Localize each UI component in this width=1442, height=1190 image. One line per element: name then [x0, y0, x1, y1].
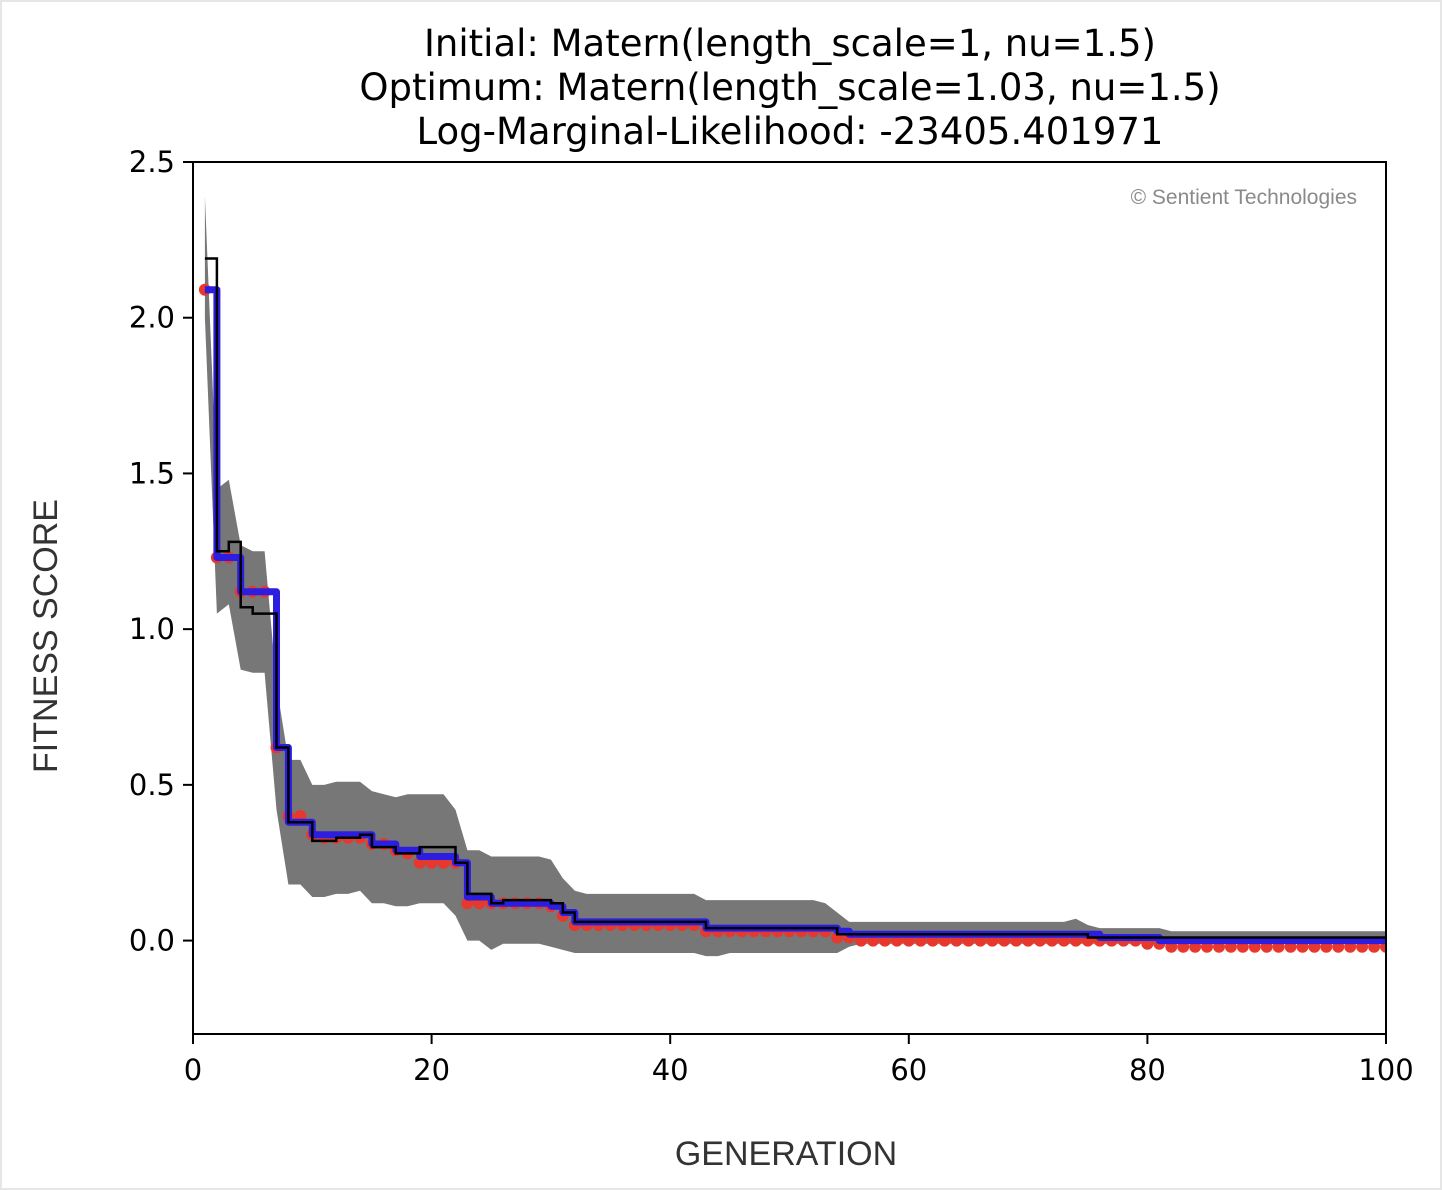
uncertainty-band — [204, 196, 1386, 957]
y-tick-label: 1.5 — [129, 456, 175, 490]
y-tick-label: 2.0 — [129, 301, 175, 335]
sample-line — [204, 257, 1386, 939]
chart-title: Initial: Matern(length_scale=1, nu=1.5) … — [359, 22, 1220, 153]
plot-area-border — [192, 161, 1387, 1035]
y-tick-label: 0.0 — [129, 924, 175, 958]
y-tick-label: 1.0 — [129, 612, 175, 646]
x-tick-label: 60 — [890, 1053, 927, 1087]
x-tick-label: 0 — [184, 1053, 202, 1087]
x-axis-ticks: 0 20 40 60 80 100 — [184, 1034, 1414, 1087]
x-tick-label: 100 — [1358, 1053, 1413, 1087]
y-tick-label: 2.5 — [129, 145, 175, 179]
y-axis-label: FITNESS SCORE — [27, 499, 65, 773]
plot-content — [198, 196, 1386, 957]
predicted-mean-line — [204, 286, 1386, 945]
title-line-3: Log-Marginal-Likelihood: -23405.401971 — [417, 110, 1164, 153]
title-line-2: Optimum: Matern(length_scale=1.03, nu=1.… — [359, 66, 1220, 109]
x-tick-label: 40 — [652, 1053, 689, 1087]
x-axis-label: GENERATION — [675, 1135, 897, 1173]
y-axis-ticks: 0.0 0.5 1.0 1.5 2.0 2.5 — [129, 145, 193, 958]
x-tick-label: 80 — [1129, 1053, 1166, 1087]
title-line-1: Initial: Matern(length_scale=1, nu=1.5) — [424, 22, 1156, 65]
y-tick-label: 0.5 — [129, 768, 175, 802]
x-tick-label: 20 — [413, 1053, 450, 1087]
watermark: © Sentient Technologies — [1131, 186, 1357, 209]
plot-series-group — [198, 196, 1386, 957]
